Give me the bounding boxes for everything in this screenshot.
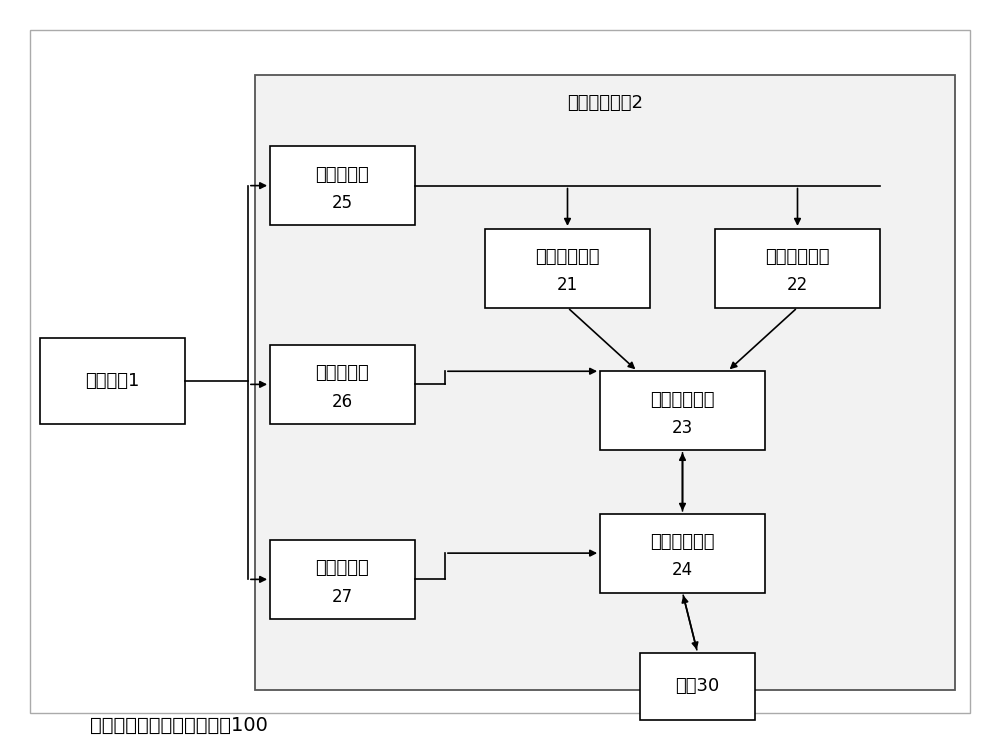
Text: 主控模块1: 主控模块1 bbox=[85, 372, 140, 390]
Text: 检测调节模块2: 检测调节模块2 bbox=[567, 94, 643, 112]
Text: 产品连接模块: 产品连接模块 bbox=[650, 533, 715, 551]
Text: 线缆30: 线缆30 bbox=[675, 677, 720, 695]
Bar bbox=[255, 75, 955, 690]
Bar bbox=[485, 229, 650, 308]
Text: 22: 22 bbox=[787, 277, 808, 295]
Text: 21: 21 bbox=[557, 277, 578, 295]
Text: 27: 27 bbox=[332, 588, 353, 606]
Text: 24: 24 bbox=[672, 562, 693, 580]
Text: 23: 23 bbox=[672, 419, 693, 437]
Text: 26: 26 bbox=[332, 393, 353, 411]
Text: 信号处理模块: 信号处理模块 bbox=[535, 248, 600, 266]
Text: 25: 25 bbox=[332, 194, 353, 212]
Bar bbox=[600, 514, 765, 592]
Bar bbox=[270, 345, 415, 424]
Bar bbox=[270, 540, 415, 619]
Text: 第二控制板: 第二控制板 bbox=[316, 364, 369, 382]
Text: 第一控制板: 第一控制板 bbox=[316, 166, 369, 184]
Bar bbox=[40, 338, 185, 424]
Bar bbox=[600, 371, 765, 450]
Text: 产品控制板: 产品控制板 bbox=[316, 560, 369, 578]
Bar bbox=[640, 652, 755, 720]
Text: 信号发生模块: 信号发生模块 bbox=[765, 248, 830, 266]
Bar bbox=[715, 229, 880, 308]
Bar bbox=[270, 146, 415, 225]
Text: 线缆自动化测试与调节系统100: 线缆自动化测试与调节系统100 bbox=[90, 716, 268, 735]
Text: 开关切换模块: 开关切换模块 bbox=[650, 391, 715, 409]
